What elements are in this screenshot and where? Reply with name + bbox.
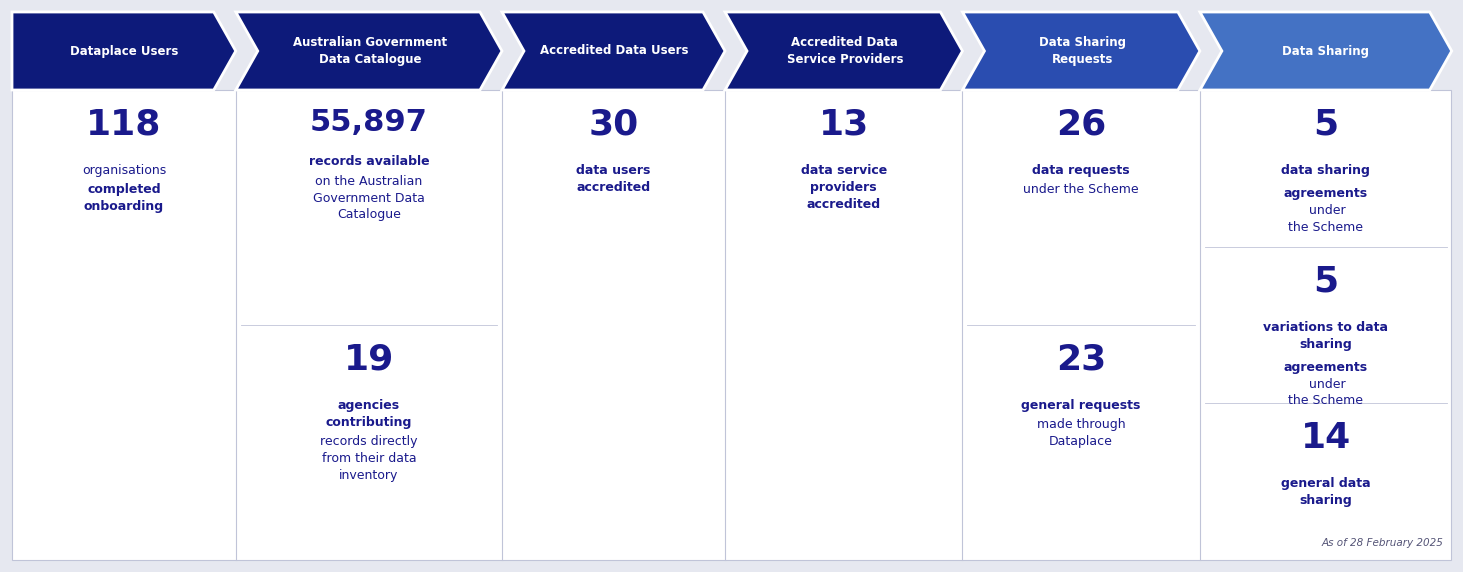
Polygon shape — [963, 12, 1200, 90]
Text: the Scheme: the Scheme — [1289, 394, 1364, 407]
Text: made through: made through — [1037, 418, 1125, 431]
Text: accredited: accredited — [806, 198, 881, 210]
Text: 5: 5 — [1314, 265, 1339, 299]
Text: sharing: sharing — [1299, 337, 1352, 351]
Text: sharing: sharing — [1299, 494, 1352, 507]
Text: completed: completed — [88, 184, 161, 196]
Text: records directly: records directly — [320, 435, 417, 448]
Text: 30: 30 — [588, 108, 639, 142]
Text: under: under — [1305, 204, 1346, 217]
Text: agreements: agreements — [1283, 360, 1368, 374]
Text: contributing: contributing — [326, 416, 413, 429]
Text: Government Data: Government Data — [313, 192, 424, 205]
Text: data service: data service — [800, 164, 887, 177]
Text: on the Australian: on the Australian — [315, 174, 423, 188]
Text: Dataplace Users: Dataplace Users — [70, 45, 178, 58]
Text: 26: 26 — [1056, 108, 1106, 142]
Bar — [12, 90, 1451, 560]
Text: general requests: general requests — [1021, 399, 1141, 412]
Text: 23: 23 — [1056, 343, 1106, 377]
Polygon shape — [12, 12, 236, 90]
Text: 5: 5 — [1314, 108, 1339, 142]
Text: Accredited Data Users: Accredited Data Users — [540, 45, 689, 58]
Text: 19: 19 — [344, 343, 394, 377]
Text: Dataplace: Dataplace — [1049, 435, 1113, 448]
Text: data users: data users — [576, 164, 651, 177]
Text: from their data: from their data — [322, 452, 415, 465]
Text: agencies: agencies — [338, 399, 399, 412]
Text: 13: 13 — [819, 108, 869, 142]
Polygon shape — [1200, 12, 1451, 90]
Text: providers: providers — [811, 181, 876, 194]
Text: the Scheme: the Scheme — [1289, 221, 1364, 234]
Text: under the Scheme: under the Scheme — [1023, 184, 1140, 196]
Text: records available: records available — [309, 156, 429, 168]
Text: data sharing: data sharing — [1282, 164, 1371, 177]
Text: accredited: accredited — [576, 181, 651, 194]
Text: 14: 14 — [1301, 422, 1350, 455]
Polygon shape — [726, 12, 963, 90]
Text: Accredited Data
Service Providers: Accredited Data Service Providers — [787, 36, 903, 66]
Text: variations to data: variations to data — [1264, 321, 1388, 333]
Text: inventory: inventory — [339, 469, 398, 482]
Text: Data Sharing: Data Sharing — [1282, 45, 1369, 58]
Text: Catalogue: Catalogue — [336, 208, 401, 221]
Polygon shape — [236, 12, 502, 90]
Text: data requests: data requests — [1033, 164, 1129, 177]
Text: agreements: agreements — [1283, 187, 1368, 200]
Polygon shape — [502, 12, 726, 90]
Text: 55,897: 55,897 — [310, 108, 427, 137]
Text: Data Sharing
Requests: Data Sharing Requests — [1039, 36, 1125, 66]
Text: onboarding: onboarding — [83, 200, 164, 213]
Text: 118: 118 — [86, 108, 161, 142]
Text: As of 28 February 2025: As of 28 February 2025 — [1323, 538, 1444, 548]
Text: general data: general data — [1282, 477, 1371, 490]
Text: Australian Government
Data Catalogue: Australian Government Data Catalogue — [293, 36, 448, 66]
Text: organisations: organisations — [82, 164, 165, 177]
Text: under: under — [1305, 378, 1346, 391]
